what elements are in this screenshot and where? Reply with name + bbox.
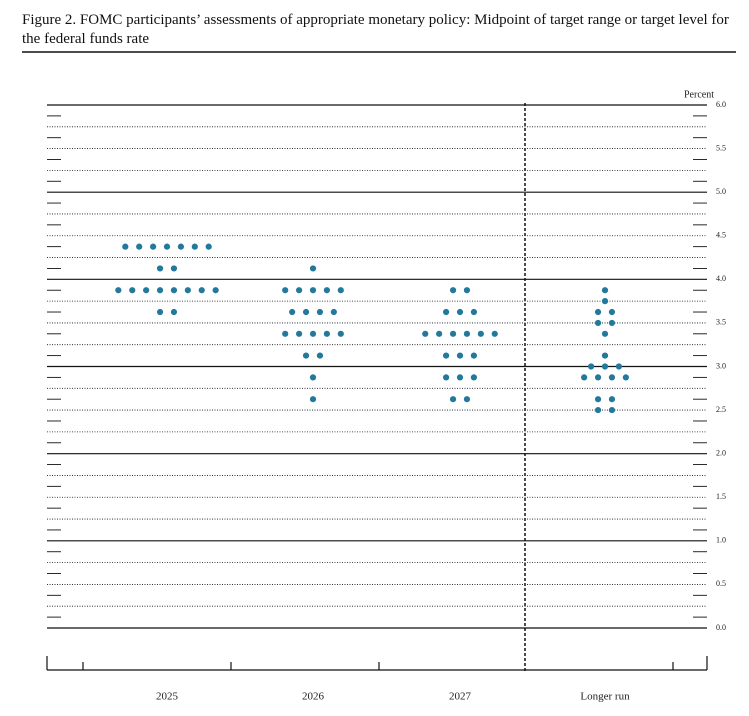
dot (282, 330, 289, 337)
dot (184, 287, 191, 294)
dot (615, 363, 623, 370)
y-tick-label: 1.0 (716, 536, 726, 545)
x-tick-label: Longer run (580, 691, 630, 703)
dot (456, 352, 464, 359)
dot (463, 396, 471, 403)
dot (177, 243, 184, 250)
y-tick-label: 1.5 (716, 492, 726, 501)
dot (622, 374, 629, 381)
dot (463, 287, 471, 294)
y-tick-label: 3.5 (716, 318, 726, 327)
dot (337, 287, 344, 294)
dot (601, 352, 609, 359)
dot (205, 243, 212, 250)
dot (601, 363, 609, 370)
dot (456, 308, 464, 316)
dot (608, 406, 616, 414)
dot (296, 330, 303, 337)
dot (594, 319, 602, 327)
dot (456, 374, 464, 381)
dot (449, 287, 457, 294)
dot (330, 308, 337, 316)
dot (443, 352, 450, 359)
x-tick-label: 2027 (449, 691, 472, 703)
dot (316, 308, 324, 316)
dot (337, 330, 344, 337)
dot (436, 330, 443, 337)
dot (594, 406, 602, 414)
dot (608, 396, 616, 403)
dot (143, 287, 150, 294)
dot (323, 330, 330, 337)
dot (170, 308, 178, 316)
dot (323, 287, 330, 294)
dot (309, 330, 317, 337)
dot (601, 287, 609, 294)
dot (470, 308, 477, 316)
dot (449, 396, 457, 403)
y-tick-label: 2.0 (716, 448, 726, 457)
dot (491, 330, 498, 337)
dot (136, 243, 143, 250)
dot (608, 319, 616, 327)
dot (156, 287, 164, 294)
dot (302, 352, 310, 359)
dot (581, 374, 588, 381)
dot (443, 308, 450, 316)
dot (156, 265, 164, 272)
dot (601, 298, 609, 305)
dot (163, 243, 171, 250)
dot (594, 308, 602, 316)
y-tick-label: 0.0 (716, 623, 726, 632)
dot (309, 396, 317, 403)
y-tick-label: 2.5 (716, 405, 726, 414)
dot (477, 330, 484, 337)
x-tick-label: 2025 (156, 691, 179, 703)
y-tick-label: 4.0 (716, 274, 726, 283)
dot (608, 308, 616, 316)
dot (309, 374, 317, 381)
dot (289, 308, 296, 316)
dot (309, 287, 317, 294)
x-tick-label: 2026 (302, 691, 325, 703)
dot (443, 374, 450, 381)
dot (150, 243, 157, 250)
dot (316, 352, 324, 359)
dot (129, 287, 136, 294)
dot (296, 287, 303, 294)
dot (170, 265, 178, 272)
dot (470, 352, 477, 359)
dot (470, 374, 477, 381)
dot (282, 287, 289, 294)
y-tick-label: 3.0 (716, 361, 726, 370)
dot (449, 330, 457, 337)
dot (601, 330, 609, 337)
dot (156, 308, 164, 316)
y-tick-label: 0.5 (716, 579, 726, 588)
y-tick-label: 4.5 (716, 231, 726, 240)
dot (422, 330, 429, 337)
dot (309, 265, 317, 272)
dot (588, 363, 595, 370)
dot (122, 243, 129, 250)
dot (115, 287, 122, 294)
dot (302, 308, 310, 316)
dot (463, 330, 471, 337)
dot (608, 374, 616, 381)
y-tick-label: 5.5 (716, 143, 726, 152)
dot (198, 287, 205, 294)
dot (594, 374, 602, 381)
dot (191, 243, 198, 250)
chart-title: Figure 2. FOMC participants’ assessments… (22, 12, 729, 47)
y-axis-label: Percent (684, 89, 714, 100)
dot (594, 396, 602, 403)
y-tick-label: 6.0 (716, 100, 726, 109)
dot (212, 287, 219, 294)
dot (170, 287, 178, 294)
y-tick-label: 5.0 (716, 187, 726, 196)
